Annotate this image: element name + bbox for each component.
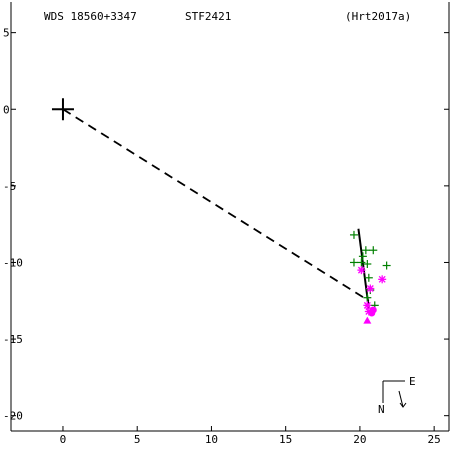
x-tick-label: 15 [279,433,292,446]
motion-arrow [398,390,404,408]
discoverer-designation: STF2421 [185,10,232,23]
y-tick-label: 0 [3,103,10,116]
x-tick-label: 20 [353,433,366,446]
x-tick-label: 0 [60,433,67,446]
guide-lines [62,108,370,309]
east-label: E [409,375,416,388]
observation-plus-point [361,246,370,255]
y-tick-label: -5 [3,180,16,193]
observation-triangle-point [363,316,372,324]
observation-circle-point [368,309,376,317]
y-tick-label: -20 [3,410,23,423]
reference-code: (Hrt2017a) [345,10,412,23]
observation-plus-point [358,252,367,261]
observation-plus-point [349,258,358,267]
tick-labels: 0 5 10 15 20 25 5 0 -5 -10 -15 -20 [3,27,441,446]
x-tick-label: 10 [205,433,218,446]
observation-plus-point [349,230,358,239]
observation-plus-point [364,273,373,282]
y-tick-label: -15 [3,333,23,346]
observation-star-point [378,275,387,284]
primary-star-marker [51,98,74,121]
observation-plus-point [363,259,372,268]
orientation-indicator: N E [378,375,416,416]
observation-star-point [357,266,366,275]
plot-axes [10,2,450,432]
separation-dashed-line [62,108,370,302]
observation-star-point [363,301,372,310]
y-tick-label: -10 [3,256,23,269]
motion-arrowhead [399,402,407,408]
observation-star-point [366,284,375,293]
north-label: N [378,403,385,416]
tick-marks [11,32,449,431]
x-tick-label: 5 [134,433,141,446]
observation-plus-point [382,261,391,270]
wds-identifier: WDS 18560+3347 [44,10,137,23]
observation-plus-point [369,246,378,255]
observation-plus-point [357,258,366,267]
x-tick-label: 25 [428,433,441,446]
data-marks [51,98,391,324]
observation-plus-point [363,293,372,302]
y-tick-label: 5 [3,27,10,40]
